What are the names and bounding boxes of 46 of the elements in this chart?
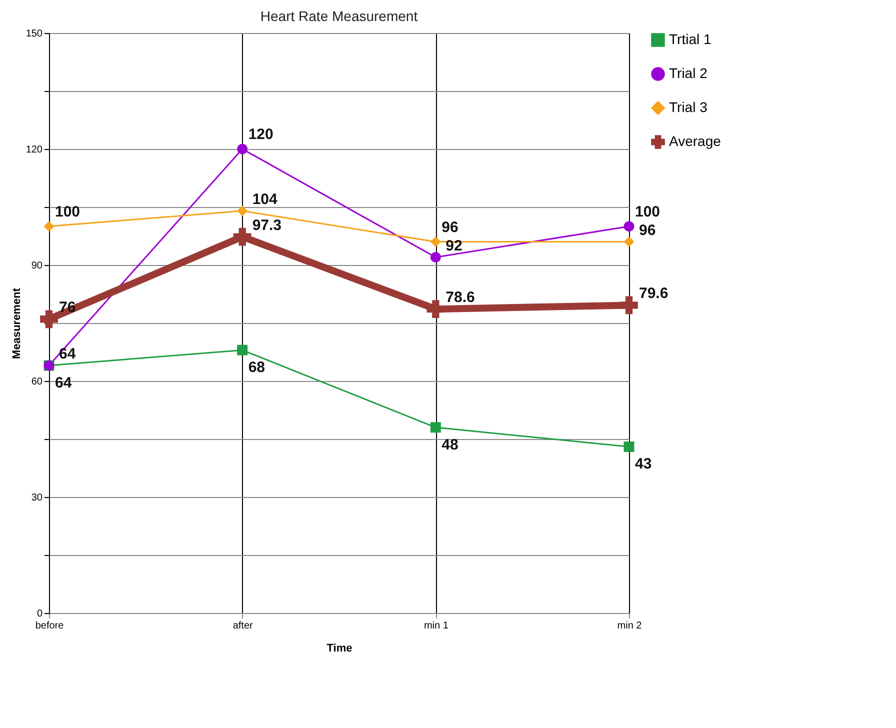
data-label: 68 [248,359,266,376]
data-label: 96 [442,218,458,236]
point [624,236,634,248]
y-axis-title: Measurement [10,288,23,359]
y-tick-label: 150 [26,28,43,40]
data-label: 64 [55,374,72,392]
x-tick-label: after [232,620,254,632]
point [624,221,634,232]
data-label: 100 [635,203,660,220]
point [620,296,638,314]
data-label: 92 [446,237,462,254]
data-label: 97.3 [252,216,282,234]
y-tick-label: 30 [31,492,43,504]
data-label: 64 [59,346,76,363]
legend-label: Trial 2 [669,65,708,81]
point [233,228,252,246]
y-tick-label: 90 [31,260,43,272]
legend-label: Trtial 1 [669,31,712,47]
y-tick-label: 60 [31,376,43,388]
legend-label: Trial 3 [669,99,708,115]
point [40,310,58,328]
point [237,206,248,216]
data-label: 43 [635,456,652,473]
data-label: 78.6 [446,289,475,306]
data-label: 120 [248,126,274,143]
point [430,422,441,433]
data-label: 48 [442,436,458,454]
x-tick-label: before [35,620,64,632]
chart-title: Heart Rate Measurement [260,8,418,24]
legend-label: Average [669,133,722,149]
x-axis-title: Time [326,642,352,654]
data-label: 96 [639,222,656,239]
point [237,144,248,154]
y-tick-label: 120 [26,144,43,156]
data-label: 104 [252,190,278,208]
point [624,441,634,452]
data-label: 100 [55,203,80,220]
point [44,221,54,232]
x-tick-label: min 2 [617,620,642,632]
data-label: 79.6 [639,285,668,302]
point [430,252,441,262]
point [430,236,441,248]
point [426,300,445,318]
y-tick-label: 0 [36,608,43,620]
point [237,344,248,356]
x-tick-label: min 1 [424,620,449,632]
